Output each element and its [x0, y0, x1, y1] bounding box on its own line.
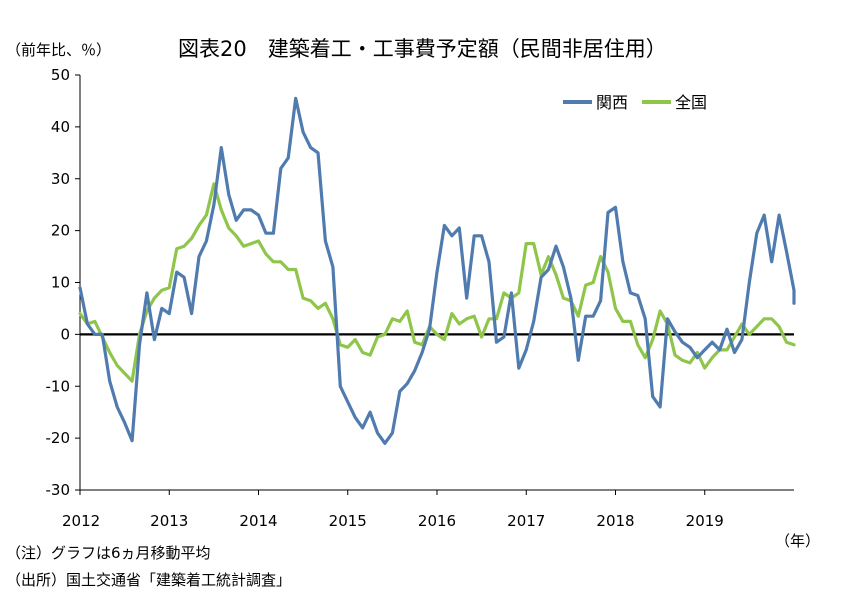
- x-tick-label: 2017: [507, 512, 545, 530]
- note-line-1: （注）グラフは6ヵ月移動平均: [6, 544, 211, 562]
- x-tick-label: 2012: [62, 512, 100, 530]
- x-tick-label: 2018: [596, 512, 634, 530]
- x-tick-label: 2019: [686, 512, 724, 530]
- x-tick-label: 2013: [150, 512, 188, 530]
- y-tick-label: 20: [51, 222, 70, 240]
- note-line-2: （出所）国土交通省「建築着工統計調査」: [6, 571, 291, 589]
- x-tick-label: 2016: [418, 512, 456, 530]
- y-tick-label: 30: [51, 170, 70, 188]
- y-ticks: -30 -20 -10 0 10 20 30 40 50: [46, 66, 80, 499]
- series-line-kansai: [78, 96, 796, 445]
- series-line-national: [78, 182, 796, 383]
- legend: 関西 全国: [563, 93, 707, 112]
- x-tick-label: 2015: [329, 512, 367, 530]
- series-lines: [78, 96, 796, 445]
- legend-label-kansai: 関西: [596, 93, 628, 112]
- y-tick-label: 50: [51, 66, 70, 84]
- legend-label-national: 全国: [675, 93, 707, 112]
- y-tick-label: -10: [46, 377, 71, 395]
- x-unit-label: （年）: [775, 532, 820, 550]
- y-unit-label: （前年比、％）: [6, 41, 111, 59]
- y-tick-label: 10: [51, 274, 70, 292]
- y-tick-label: -30: [46, 481, 71, 499]
- y-tick-label: 0: [60, 325, 70, 343]
- chart-title: 図表20 建築着工・工事費予定額（民間非居住用）: [178, 37, 667, 61]
- x-ticks: 2012 2013 2014 2015 2016 2017 2018 2019: [62, 490, 724, 530]
- x-tick-label: 2014: [239, 512, 277, 530]
- y-tick-label: 40: [51, 118, 70, 136]
- y-tick-label: -20: [46, 429, 71, 447]
